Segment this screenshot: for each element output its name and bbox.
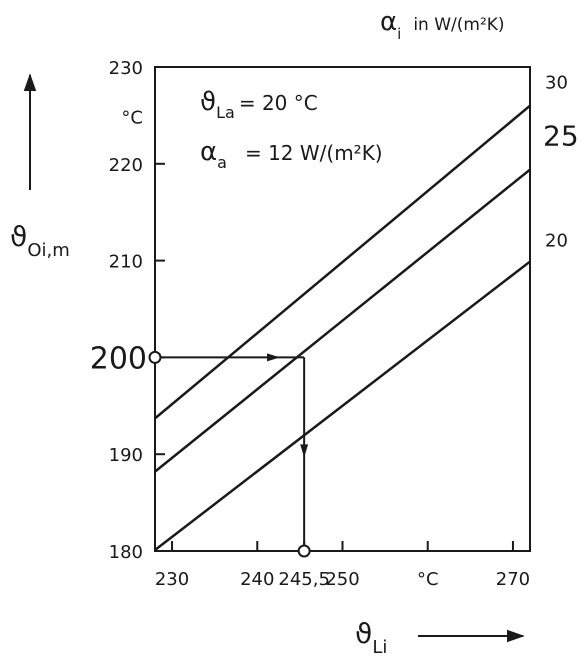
x-axis-title: ϑLi: [355, 617, 387, 658]
example-arrowhead: [267, 353, 280, 362]
x-tick-label: 250: [325, 569, 359, 590]
series-label: 25: [543, 120, 579, 153]
y-axis-symbol: ϑ: [10, 220, 27, 253]
y-axis-subscript: Oi,m: [27, 240, 69, 261]
series-label: 30: [545, 73, 568, 94]
y-tick-label: 190: [109, 445, 143, 466]
example-end-marker: [297, 544, 311, 558]
series-line: [154, 260, 531, 552]
param-temperature-value: = 20 °C: [239, 91, 318, 115]
series-label: 20: [545, 231, 568, 252]
series-line: [154, 104, 531, 420]
param-alpha-symbol: α: [200, 137, 217, 167]
example-start-marker: [148, 350, 162, 364]
param-temperature: ϑLa = 20 °C: [200, 87, 318, 122]
right-axis-unit: in W/(m²K): [413, 15, 504, 35]
reading-example: [148, 350, 311, 558]
x-axis-subscript: Li: [372, 637, 387, 658]
series-lines: 30 25 20: [154, 73, 579, 552]
y-tick-label: 220: [109, 155, 143, 176]
y-unit-label: °C: [121, 107, 143, 128]
right-axis-title: αi in W/(m²K): [380, 7, 505, 43]
y-tick-label: 200: [90, 341, 147, 376]
param-alpha-value: = 12 W/(m²K): [245, 141, 383, 165]
right-axis-symbol: α: [380, 7, 397, 37]
x-axis-symbol: ϑ: [355, 617, 372, 650]
x-tick-label: 230: [155, 569, 189, 590]
y-tick-label: 230: [109, 58, 143, 79]
param-alpha-subscript: a: [217, 153, 227, 172]
x-tick-label: 240: [240, 569, 274, 590]
right-axis-subscript: i: [397, 25, 401, 43]
x-tick-label: 270: [496, 569, 530, 590]
param-alpha: αa = 12 W/(m²K): [200, 137, 383, 172]
y-axis-title: ϑOi,m: [10, 220, 70, 261]
param-temperature-symbol: ϑ: [200, 87, 216, 117]
x-unit-label: °C: [417, 569, 439, 590]
y-tick-label: 210: [109, 252, 143, 273]
series-line: [154, 168, 531, 473]
x-tick-label: 245,5: [278, 569, 330, 590]
example-arrowhead: [300, 444, 309, 458]
y-tick-label: 180: [109, 542, 143, 563]
param-temperature-subscript: La: [216, 103, 235, 122]
